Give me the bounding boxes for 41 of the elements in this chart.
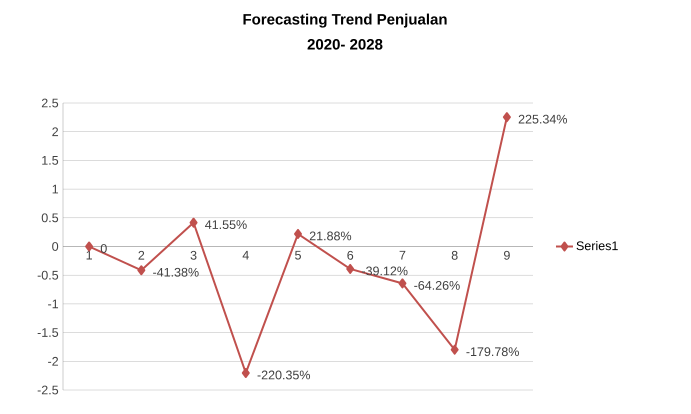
chart-title: Forecasting Trend Penjualan (243, 14, 447, 28)
y-tick-label: 0 (52, 242, 58, 251)
point (294, 228, 302, 239)
data-label: -64.26% (414, 280, 460, 290)
y-tick-label: -2.5 (38, 386, 58, 394)
y-tick-label: -0.5 (38, 270, 58, 280)
point (85, 242, 94, 252)
point (502, 112, 511, 122)
point (398, 278, 406, 288)
x-tick-label: 9 (504, 250, 510, 260)
y-tick-label: 1 (52, 184, 58, 194)
legend-label: Series1 (576, 241, 618, 250)
x-tick-label: 2 (138, 250, 144, 260)
x-tick-label: 4 (242, 250, 249, 260)
data-label: -179.78% (466, 347, 519, 356)
x-tick-label: 8 (452, 250, 458, 260)
data-label: 0 (100, 244, 107, 253)
data-label: -41.38% (153, 268, 199, 277)
y-tick-label: 0.5 (42, 213, 58, 222)
data-label: 21.88% (310, 232, 352, 240)
y-tick-label: 1.5 (42, 156, 58, 165)
data-label: 225.34% (518, 114, 567, 124)
y-tick-label: 2 (52, 127, 58, 136)
y-tick-label: -1.5 (38, 328, 58, 337)
x-tick-label: 1 (86, 250, 92, 260)
x-tick-label: 7 (400, 250, 406, 260)
data-label: 41.55% (205, 220, 247, 230)
point (346, 264, 354, 274)
x-tick-label: 6 (347, 250, 354, 260)
point (242, 368, 250, 378)
point (450, 344, 459, 355)
data-label: -39.12% (362, 266, 408, 276)
y-tick-label: 2.5 (42, 98, 58, 108)
x-tick-label: 3 (190, 250, 196, 260)
y-tick-label: -2 (48, 356, 58, 366)
y-tick-label: -1 (48, 300, 58, 308)
point (137, 265, 146, 276)
chart-subtitle: 2020- 2028 (308, 39, 382, 50)
data-label: -220.35% (258, 370, 310, 380)
x-tick-label: 5 (295, 250, 301, 260)
point (190, 218, 198, 228)
